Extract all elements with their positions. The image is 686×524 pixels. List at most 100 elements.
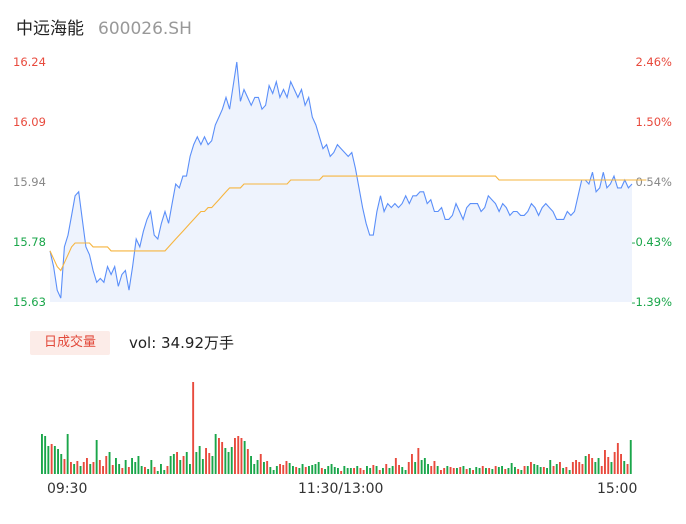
volume-bar — [131, 458, 133, 474]
volume-bar — [597, 458, 600, 474]
volume-bar — [314, 464, 317, 474]
volume-bar — [292, 466, 294, 474]
volume-bar — [243, 441, 246, 474]
volume-bar — [456, 468, 458, 474]
volume-bar — [320, 468, 323, 474]
volume-bar — [50, 444, 53, 474]
volume-bar — [398, 465, 400, 474]
volume-bar — [176, 452, 178, 474]
price-tick-label: 15.63 — [13, 295, 46, 309]
volume-bar — [414, 462, 417, 474]
volume-bar — [41, 434, 43, 474]
volume-bar — [600, 466, 603, 474]
volume-bar — [623, 461, 626, 474]
volume-bar — [92, 462, 95, 474]
volume-bar — [382, 468, 384, 474]
volume-bar — [218, 438, 220, 474]
volume-bar — [166, 466, 169, 474]
price-tick-label: 15.78 — [13, 235, 46, 249]
volume-bar — [115, 458, 117, 474]
volume-bar — [230, 447, 233, 474]
volume-bar — [214, 434, 217, 474]
volume-bar — [616, 443, 619, 474]
volume-bar — [259, 454, 262, 474]
percent-tick-label: 0.54% — [635, 175, 672, 189]
volume-bar — [111, 465, 114, 474]
volume-bar — [356, 466, 359, 474]
volume-bar — [272, 470, 275, 474]
volume-bar — [420, 460, 423, 474]
percent-tick-label: 2.46% — [635, 55, 672, 69]
volume-bar — [559, 462, 561, 474]
volume-bar — [301, 464, 304, 474]
price-tick-label: 16.24 — [13, 55, 46, 69]
volume-bar — [275, 466, 278, 474]
volume-bar — [626, 464, 629, 474]
time-label-open: 09:30 — [47, 481, 88, 497]
volume-bar — [82, 462, 85, 474]
volume-bar — [156, 471, 159, 474]
stock-header: 中远海能 600026.SH — [16, 14, 192, 40]
volume-bar — [253, 464, 256, 474]
volume-bar — [153, 467, 156, 474]
volume-bar — [73, 464, 76, 474]
volume-bar — [497, 467, 500, 474]
volume-bar — [588, 454, 590, 474]
volume-bar — [89, 464, 92, 474]
volume-bar — [388, 468, 391, 474]
percent-tick-label: -0.43% — [631, 235, 672, 249]
volume-bar — [507, 468, 510, 474]
volume-bar — [462, 466, 465, 474]
volume-bar — [607, 457, 610, 474]
volume-bar — [475, 467, 478, 474]
volume-bar — [613, 452, 616, 474]
volume-bar — [172, 454, 175, 474]
volume-bar — [552, 466, 555, 474]
volume-bar — [359, 468, 362, 474]
volume-bar — [523, 466, 526, 474]
volume-bar — [346, 468, 349, 474]
price-tick-label: 16.09 — [13, 115, 46, 129]
volume-bar — [459, 467, 462, 474]
volume-bar — [195, 452, 198, 474]
volume-bar — [224, 448, 227, 474]
volume-bar — [375, 466, 378, 474]
volume-bar — [378, 470, 381, 474]
volume-bar — [237, 436, 240, 474]
volume-bar — [211, 456, 214, 474]
volume-bar — [240, 438, 243, 474]
volume-bar — [189, 464, 191, 474]
price-tick-label: 15.94 — [13, 175, 46, 189]
volume-bar — [95, 440, 98, 474]
volume-bar — [124, 460, 127, 474]
stock-name: 中远海能 — [16, 19, 84, 39]
volume-bar — [610, 462, 613, 474]
volume-bar — [436, 466, 439, 474]
volume-bar — [47, 446, 50, 474]
volume-bar — [227, 452, 230, 474]
volume-bar — [491, 469, 494, 474]
volume-bar — [427, 464, 429, 474]
daily-volume-tag[interactable]: 日成交量 — [30, 331, 110, 355]
volume-bar — [127, 467, 130, 474]
volume-bar — [295, 467, 298, 474]
volume-bar — [555, 464, 558, 474]
volume-bar — [86, 458, 88, 474]
volume-bar — [234, 438, 236, 474]
volume-bar — [578, 462, 581, 474]
volume-bar — [594, 462, 597, 474]
volume-bar — [468, 468, 471, 474]
volume-bar — [246, 449, 249, 474]
volume-bar — [604, 450, 606, 474]
volume-bar — [478, 468, 481, 474]
time-label-close: 15:00 — [597, 481, 638, 497]
volume-bar — [60, 454, 63, 474]
volume-bar — [105, 456, 108, 474]
volume-bar — [571, 462, 574, 474]
volume-bar — [221, 442, 224, 474]
volume-bar — [510, 463, 513, 474]
volume-bar — [288, 463, 291, 474]
volume-bar — [269, 467, 272, 474]
volume-bar — [169, 456, 172, 474]
volume-bar — [591, 458, 594, 474]
